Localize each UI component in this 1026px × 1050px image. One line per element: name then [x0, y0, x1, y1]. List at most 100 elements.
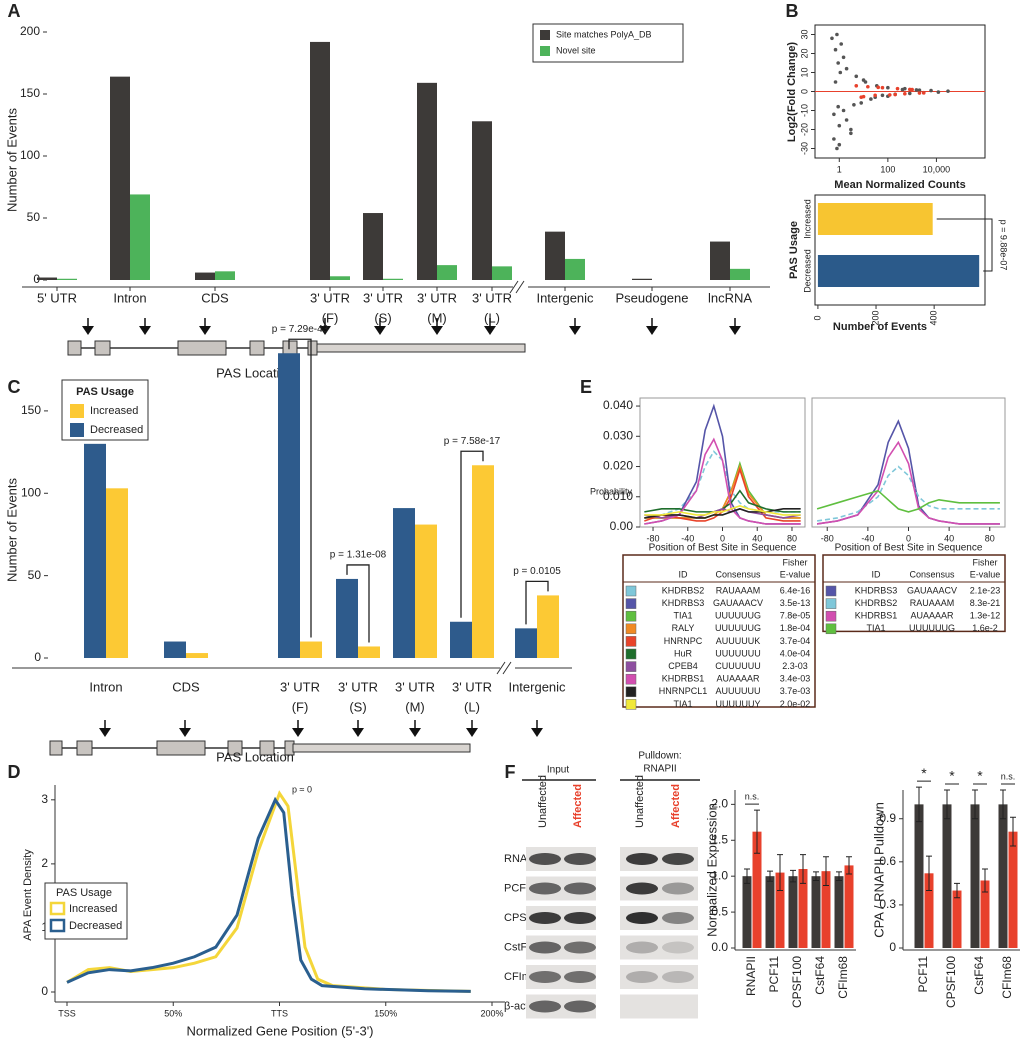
- arrow-head: [139, 326, 151, 335]
- y-tick-label: 0: [34, 650, 41, 664]
- table-swatch: [625, 623, 637, 635]
- x-tick-label: 400: [929, 310, 939, 325]
- bar: [775, 872, 785, 948]
- bar: [215, 271, 235, 280]
- bar: [130, 194, 150, 280]
- arrow-head: [431, 326, 443, 335]
- point: [844, 66, 849, 71]
- y-tick-label: 0: [799, 89, 809, 94]
- legend-label: Novel site: [556, 45, 596, 55]
- bar: [811, 876, 821, 948]
- category-label: CPSF100: [944, 956, 958, 1008]
- y-tick-label: -30: [799, 142, 809, 155]
- y-tick-label: 0.040: [603, 398, 633, 412]
- category-label: Decreased: [802, 249, 812, 293]
- y-axis-title: CPA / RNAPII Pulldown: [871, 802, 886, 938]
- bar: [415, 524, 437, 658]
- error-bar: [813, 871, 819, 881]
- category-label: PCF11: [916, 956, 930, 993]
- y-axis-title: PAS Usage: [788, 221, 800, 279]
- x-tick-label: -40: [681, 533, 694, 543]
- point: [833, 80, 838, 84]
- bar: [980, 880, 990, 948]
- bar: [752, 831, 762, 948]
- p-value: p = 1.31e-08: [330, 550, 387, 561]
- table-consensus: CUUUUUU: [715, 661, 761, 671]
- y-tick-label: 50: [28, 568, 42, 582]
- panel-label: B: [786, 1, 799, 21]
- table-consensus: AUAAAAR: [716, 674, 760, 684]
- lane-label: Unaffected: [634, 775, 646, 828]
- x-tick-label: -80: [821, 533, 834, 543]
- point: [835, 32, 839, 37]
- lane-label: Affected: [572, 784, 584, 828]
- blot-band: [529, 971, 561, 983]
- bar: [730, 268, 750, 280]
- table-evalue: 6.4e-16: [780, 585, 811, 595]
- category-label: 5' UTR: [37, 290, 77, 305]
- table-consensus: GAUAAACV: [907, 585, 957, 595]
- error-bar: [800, 854, 806, 884]
- arrow-head: [319, 326, 331, 335]
- table-header: ID: [679, 569, 689, 579]
- table-header: E-value: [780, 569, 811, 579]
- x-tick-label: 0: [720, 533, 725, 543]
- table-id: KHDRBS3: [662, 598, 705, 608]
- blot-group-label: RNAPII: [643, 764, 676, 775]
- table-header: E-value: [970, 569, 1001, 579]
- point: [833, 47, 838, 52]
- table-swatch: [625, 699, 637, 710]
- blot-band: [626, 971, 658, 983]
- table-id: KHDRBS2: [855, 598, 898, 608]
- exon: [307, 340, 318, 356]
- point: [895, 86, 900, 91]
- error-bar: [972, 789, 978, 820]
- x-tick-label: 0: [906, 533, 911, 543]
- error-bar: [944, 789, 950, 820]
- y-tick-label: 200: [20, 24, 40, 38]
- table-consensus: UUUUUUY: [716, 699, 761, 709]
- point: [832, 137, 836, 141]
- bar: [37, 277, 57, 280]
- p-value: p = 0.0105: [513, 566, 561, 577]
- point: [866, 84, 870, 89]
- point: [861, 78, 866, 82]
- point: [859, 101, 864, 105]
- p-value: p = 9.88e-07: [999, 220, 1009, 271]
- sig-label: *: [949, 768, 955, 784]
- table-swatch: [625, 661, 637, 672]
- blot-band: [564, 912, 596, 924]
- bar: [472, 465, 494, 658]
- y-tick-label: 1.0: [711, 868, 728, 882]
- point: [907, 91, 912, 96]
- error-bar: [1010, 816, 1016, 847]
- legend-label: Increased: [69, 903, 117, 915]
- blot-band: [564, 853, 596, 865]
- bar: [363, 213, 383, 280]
- x-axis-title: Number of Events: [833, 321, 927, 333]
- y-axis-title: Number of Events: [4, 107, 19, 212]
- panel-label: F: [505, 762, 516, 782]
- x-tick-label: -40: [861, 533, 874, 543]
- error-bar: [846, 856, 852, 875]
- blot-band: [626, 882, 658, 895]
- arrow-head: [466, 728, 478, 737]
- p-bracket: [525, 580, 549, 625]
- table-evalue: 2.1e-23: [970, 585, 1001, 595]
- point: [849, 131, 853, 136]
- y-tick-label: 0.5: [711, 904, 728, 918]
- category-sublabel: (M): [427, 310, 447, 325]
- y-tick-label: 0.9: [879, 811, 896, 825]
- legend-swatch: [540, 46, 550, 56]
- arrow-head: [484, 326, 496, 335]
- x-tick-label: 200: [870, 310, 880, 325]
- point: [917, 88, 922, 92]
- blot-band: [529, 912, 561, 924]
- table-consensus: UUUUUUG: [715, 623, 761, 633]
- category-label: CDS: [201, 290, 229, 305]
- category-sublabel: (F): [292, 699, 309, 714]
- panel-label: C: [8, 377, 21, 397]
- bar: [545, 231, 565, 280]
